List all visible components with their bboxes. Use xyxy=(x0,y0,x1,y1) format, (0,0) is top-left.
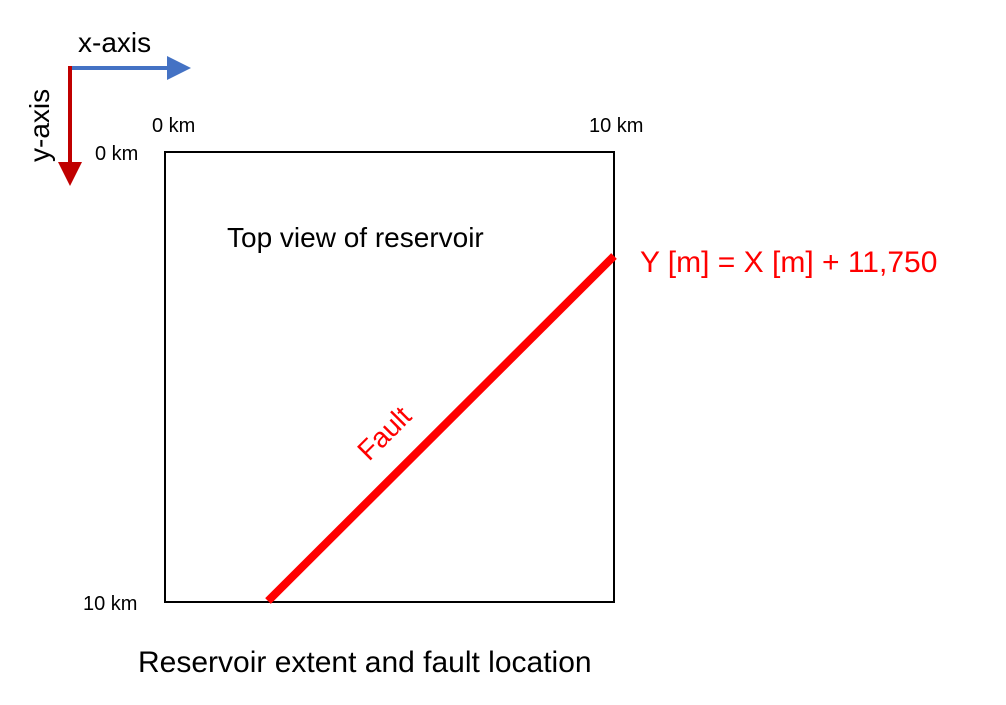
diagram-caption: Reservoir extent and fault location xyxy=(138,646,592,679)
fault-equation: Y [m] = X [m] + 11,750 xyxy=(640,246,937,279)
fault-line xyxy=(265,253,617,604)
x-axis-label: x-axis xyxy=(78,27,151,58)
reservoir-title: Top view of reservoir xyxy=(227,222,484,253)
y-end-label: 10 km xyxy=(83,593,137,615)
y-axis-label: y-axis xyxy=(24,89,55,162)
x-start-label: 0 km xyxy=(152,115,195,137)
reservoir-boundary xyxy=(164,151,615,603)
x-end-label: 10 km xyxy=(589,115,643,137)
y-start-label: 0 km xyxy=(95,143,138,165)
